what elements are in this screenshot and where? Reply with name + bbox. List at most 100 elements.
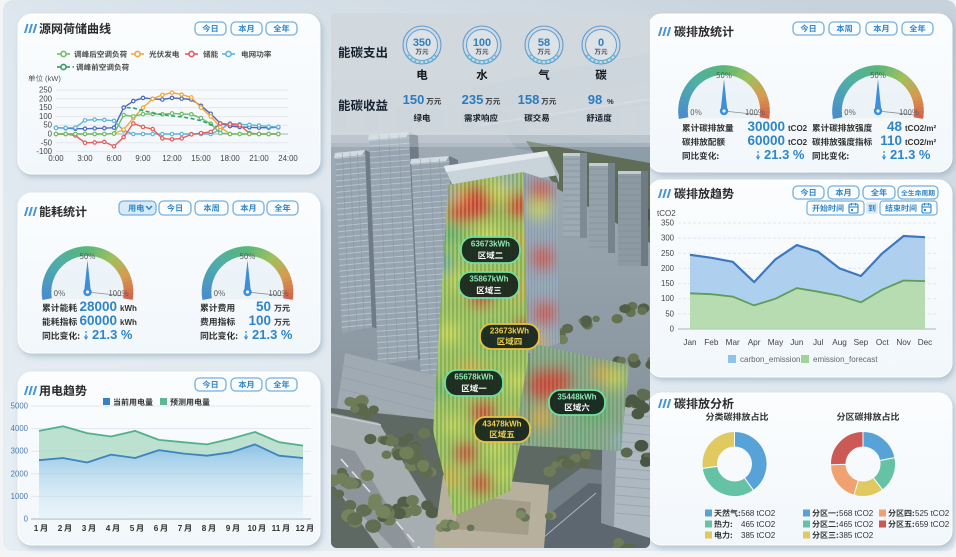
- svg-text:568 tCO2: 568 tCO2: [839, 509, 874, 518]
- svg-text:0: 0: [24, 515, 29, 524]
- svg-text:3: 3: [82, 524, 87, 533]
- svg-text:4000: 4000: [11, 424, 29, 433]
- svg-text:tCO2/m²: tCO2/m²: [905, 124, 936, 133]
- svg-text:(kW): (kW): [45, 74, 61, 83]
- svg-text:35867kWh: 35867kWh: [469, 275, 508, 284]
- svg-text:21:00: 21:00: [249, 154, 269, 163]
- svg-text:200: 200: [39, 94, 53, 103]
- svg-text:659 tCO2: 659 tCO2: [915, 520, 950, 529]
- svg-text:9:00: 9:00: [135, 154, 151, 163]
- svg-text:6:00: 6:00: [106, 154, 122, 163]
- svg-text:65678kWh: 65678kWh: [454, 373, 493, 382]
- svg-text:21.3 %: 21.3 %: [252, 327, 293, 342]
- svg-text:28000: 28000: [79, 299, 117, 314]
- svg-text:7: 7: [178, 524, 183, 533]
- svg-text:21.3 %: 21.3 %: [764, 147, 805, 162]
- svg-text:0: 0: [48, 130, 53, 139]
- svg-text:5000: 5000: [11, 402, 29, 411]
- svg-text:tCO2: tCO2: [657, 209, 676, 218]
- svg-text:235: 235: [462, 92, 484, 107]
- svg-text:50: 50: [256, 299, 271, 314]
- svg-text:Sep: Sep: [854, 338, 869, 347]
- svg-text:%: %: [607, 97, 614, 106]
- svg-text:Dec: Dec: [918, 338, 933, 347]
- svg-text:1000: 1000: [11, 492, 29, 501]
- svg-text:1: 1: [34, 524, 39, 533]
- svg-text:100: 100: [39, 112, 53, 121]
- svg-text:30000: 30000: [747, 119, 785, 134]
- svg-text:Apr: Apr: [748, 338, 761, 347]
- svg-text:8: 8: [202, 524, 207, 533]
- svg-text:21.3 %: 21.3 %: [890, 147, 931, 162]
- svg-text:250: 250: [39, 86, 53, 95]
- svg-text:385 tCO2: 385 tCO2: [741, 531, 776, 540]
- svg-text:350: 350: [661, 219, 675, 228]
- svg-text:tCO2: tCO2: [788, 138, 808, 147]
- svg-text:Jun: Jun: [790, 338, 804, 347]
- svg-text:300: 300: [661, 234, 675, 243]
- svg-text:150: 150: [661, 279, 675, 288]
- svg-text:0: 0: [598, 37, 604, 49]
- svg-text:6: 6: [154, 524, 159, 533]
- svg-text:Nov: Nov: [896, 338, 911, 347]
- svg-text:carbon_emission: carbon_emission: [740, 355, 800, 364]
- svg-text:23673kWh: 23673kWh: [490, 327, 529, 336]
- svg-text:63673kWh: 63673kWh: [471, 240, 510, 249]
- svg-text:60000: 60000: [79, 313, 117, 328]
- svg-text:568 tCO2: 568 tCO2: [741, 509, 776, 518]
- svg-text:12:00: 12:00: [162, 154, 182, 163]
- svg-text:Jul: Jul: [813, 338, 824, 347]
- svg-text:Oct: Oct: [876, 338, 889, 347]
- svg-text:11: 11: [272, 524, 281, 533]
- svg-text:0:00: 0:00: [48, 154, 64, 163]
- svg-text:2: 2: [58, 524, 63, 533]
- svg-text:50: 50: [665, 309, 674, 318]
- svg-text:200: 200: [661, 264, 675, 273]
- svg-text:May: May: [768, 338, 784, 347]
- svg-text:465 tCO2: 465 tCO2: [741, 520, 776, 529]
- svg-text:10: 10: [247, 524, 257, 533]
- svg-text:48: 48: [887, 119, 903, 134]
- svg-text:emission_forecast: emission_forecast: [813, 355, 878, 364]
- svg-text:Feb: Feb: [704, 338, 719, 347]
- svg-text:9: 9: [226, 524, 231, 533]
- svg-text:15:00: 15:00: [191, 154, 211, 163]
- svg-text:3000: 3000: [11, 447, 29, 456]
- svg-text:350: 350: [413, 37, 431, 49]
- svg-text:-50: -50: [41, 138, 53, 147]
- svg-text:Mar: Mar: [726, 338, 740, 347]
- svg-text:24:00: 24:00: [278, 154, 298, 163]
- svg-text:250: 250: [661, 249, 675, 258]
- svg-text:385 tCO2: 385 tCO2: [839, 531, 874, 540]
- svg-text:Aug: Aug: [832, 338, 847, 347]
- svg-text:100: 100: [248, 313, 271, 328]
- svg-text:43478kWh: 43478kWh: [482, 420, 521, 429]
- svg-text:Jan: Jan: [683, 338, 697, 347]
- svg-text:2000: 2000: [11, 469, 29, 478]
- svg-text:50: 50: [43, 121, 52, 130]
- svg-text:98: 98: [588, 92, 602, 107]
- svg-text:0: 0: [670, 325, 675, 334]
- svg-text:465 tCO2: 465 tCO2: [839, 520, 874, 529]
- svg-text:3:00: 3:00: [77, 154, 93, 163]
- svg-text:100: 100: [661, 294, 675, 303]
- svg-text:kWh: kWh: [120, 304, 137, 313]
- svg-text:150: 150: [39, 103, 53, 112]
- svg-text:58: 58: [538, 37, 550, 49]
- svg-text:21.3 %: 21.3 %: [92, 327, 133, 342]
- svg-text:tCO2/m²: tCO2/m²: [905, 138, 936, 147]
- svg-text:kWh: kWh: [120, 318, 137, 327]
- svg-text:18:00: 18:00: [220, 154, 240, 163]
- svg-text:35448kWh: 35448kWh: [557, 393, 596, 402]
- svg-text:-100: -100: [36, 147, 52, 156]
- svg-text:5: 5: [130, 524, 135, 533]
- svg-text:525 tCO2: 525 tCO2: [915, 509, 950, 518]
- svg-text:158: 158: [518, 92, 540, 107]
- svg-text:60000: 60000: [747, 133, 785, 148]
- svg-text:100: 100: [473, 37, 491, 49]
- svg-text:tCO2: tCO2: [788, 124, 808, 133]
- svg-text:4: 4: [106, 524, 111, 533]
- svg-text:12: 12: [295, 524, 305, 533]
- svg-text:110: 110: [880, 133, 902, 148]
- svg-text:150: 150: [403, 92, 425, 107]
